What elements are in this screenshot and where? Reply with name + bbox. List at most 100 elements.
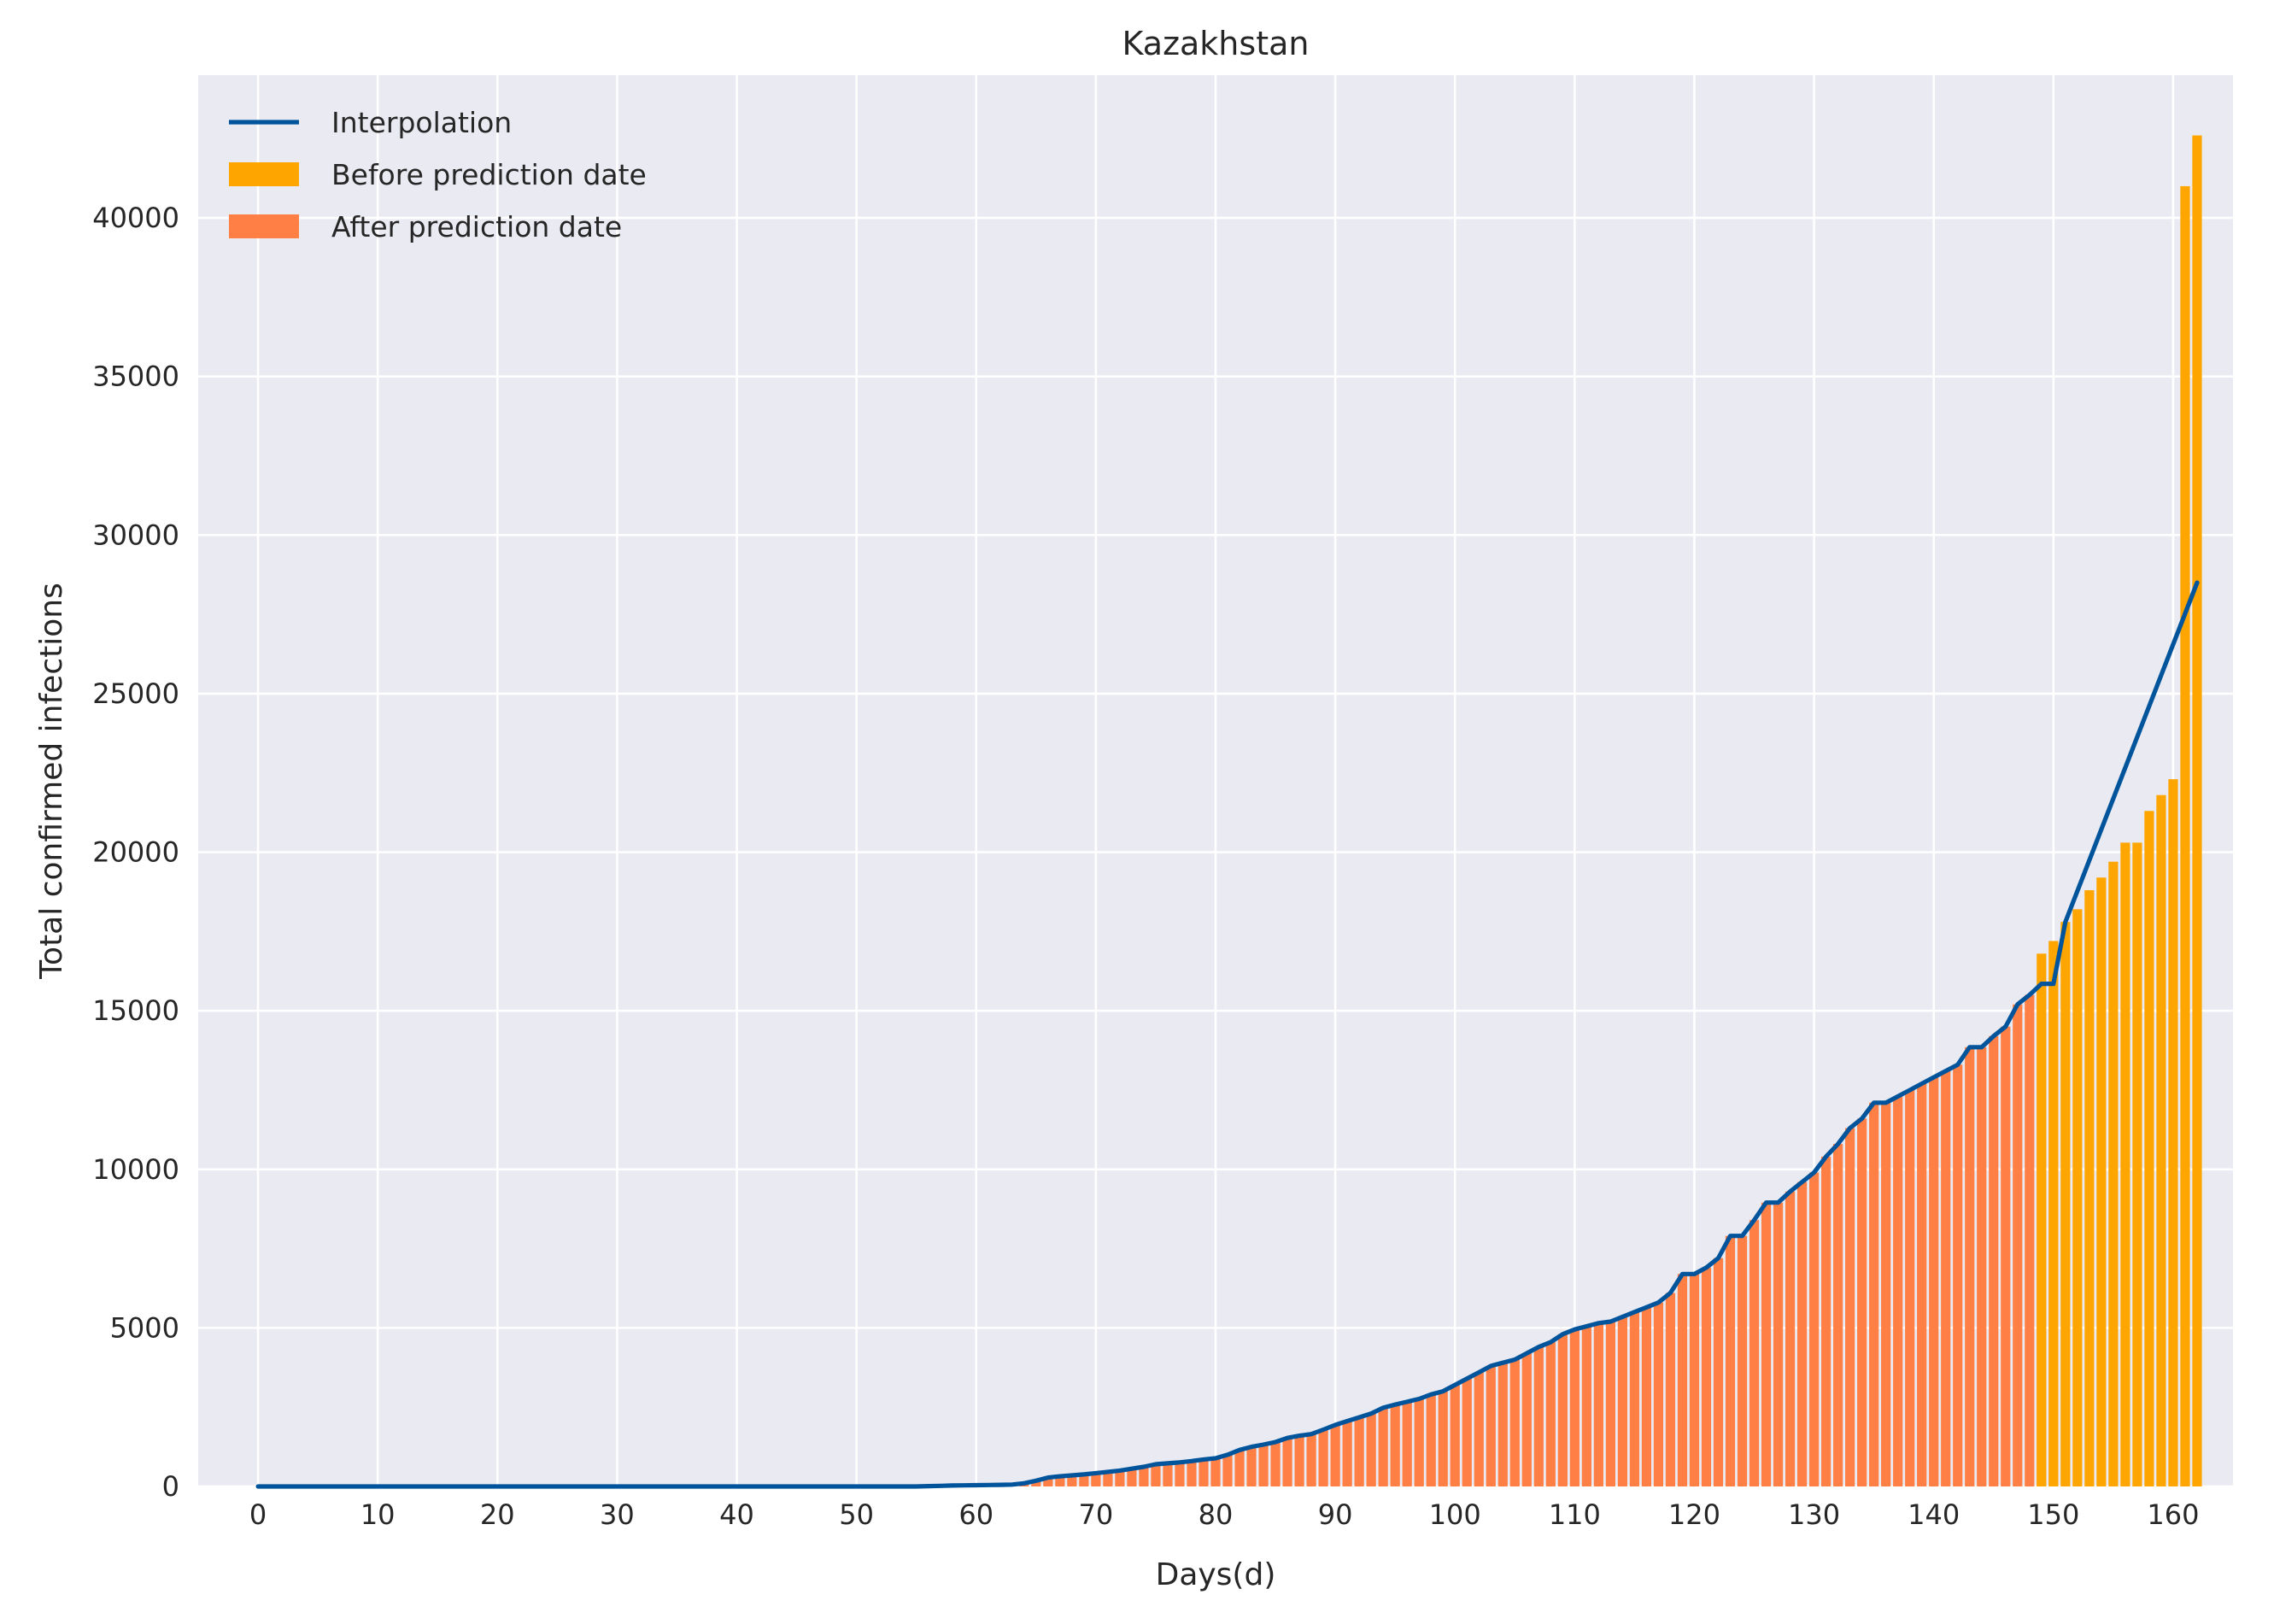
x-tick-label: 0 [249,1498,267,1531]
x-tick-label: 130 [1788,1498,1840,1531]
x-axis-label: Days(d) [1156,1557,1276,1592]
x-tick-label: 120 [1668,1498,1720,1531]
bar-before-prediction [2037,953,2046,1486]
bar-after-prediction [1175,1463,1184,1486]
bar-after-prediction [1294,1436,1304,1486]
y-tick-label: 10000 [92,1153,179,1186]
bar-after-prediction [1917,1084,1926,1486]
legend-label: Interpolation [331,106,512,139]
bar-after-prediction [1355,1417,1364,1486]
bar-after-prediction [1702,1268,1711,1486]
y-tick-label: 40000 [92,202,179,234]
bar-before-prediction [2048,941,2058,1486]
bar-after-prediction [1139,1467,1148,1486]
y-tick-label: 15000 [92,994,179,1027]
bar-before-prediction [2192,136,2201,1486]
bar-after-prediction [1845,1129,1855,1486]
bar-before-prediction [2144,811,2154,1486]
x-tick-label: 110 [1549,1498,1601,1531]
legend-patch-swatch [229,214,299,238]
bar-after-prediction [1367,1414,1376,1486]
bar-after-prediction [1941,1071,1950,1486]
bar-after-prediction [1606,1322,1615,1486]
bar-after-prediction [1905,1090,1914,1486]
bar-before-prediction [2156,795,2166,1486]
x-tick-label: 100 [1429,1498,1481,1531]
x-tick-label: 40 [719,1498,754,1531]
bar-after-prediction [1498,1363,1508,1486]
bar-after-prediction [1582,1327,1591,1486]
y-tick-label: 35000 [92,361,179,393]
bar-after-prediction [1690,1274,1699,1486]
bar-after-prediction [1379,1408,1388,1486]
bar-after-prediction [1558,1334,1568,1486]
bar-after-prediction [1534,1347,1544,1486]
bar-after-prediction [1989,1036,1998,1486]
bar-before-prediction [2120,842,2130,1486]
bar-after-prediction [1199,1459,1208,1486]
y-tick-label: 20000 [92,836,179,869]
bar-after-prediction [1451,1385,1460,1486]
bar-before-prediction [2108,862,2118,1486]
legend-patch-swatch [229,162,299,186]
bar-after-prediction [1929,1077,1938,1486]
y-tick-label: 30000 [92,519,179,551]
bar-after-prediction [1222,1455,1232,1486]
x-tick-label: 10 [360,1498,396,1531]
bar-after-prediction [1270,1442,1280,1486]
bar-before-prediction [2084,890,2094,1486]
x-tick-label: 60 [958,1498,993,1531]
x-tick-label: 150 [2027,1498,2079,1531]
chart-title: Kazakhstan [1122,25,1310,62]
bar-after-prediction [1857,1118,1867,1486]
bar-before-prediction [2180,186,2189,1486]
bar-after-prediction [1714,1258,1723,1486]
bar-after-prediction [1319,1430,1328,1486]
x-tick-label: 20 [480,1498,515,1531]
bar-after-prediction [1462,1379,1472,1486]
legend-label: After prediction date [331,210,622,243]
bar-after-prediction [1570,1329,1579,1486]
bar-after-prediction [1642,1307,1651,1486]
bar-after-prediction [1821,1157,1831,1486]
x-tick-label: 30 [600,1498,635,1531]
bar-after-prediction [1510,1360,1520,1486]
bar-after-prediction [1618,1316,1627,1486]
bar-after-prediction [1486,1366,1496,1486]
bar-after-prediction [1163,1463,1172,1486]
bar-after-prediction [1415,1399,1424,1486]
bar-after-prediction [1809,1172,1819,1486]
bar-before-prediction [2132,842,2142,1486]
bar-after-prediction [1474,1372,1484,1486]
bar-after-prediction [1965,1047,1974,1486]
bar-before-prediction [2060,922,2070,1486]
y-axis-label: Total confirmed infections [34,583,69,980]
bar-before-prediction [2072,909,2082,1486]
bar-after-prediction [1881,1103,1890,1486]
bar-after-prediction [1678,1274,1687,1486]
bar-before-prediction [2168,779,2177,1486]
bar-after-prediction [1331,1425,1340,1486]
bar-after-prediction [1210,1458,1220,1486]
bar-after-prediction [1773,1203,1783,1486]
bar-after-prediction [1654,1303,1663,1486]
bar-after-prediction [1151,1464,1160,1486]
bar-after-prediction [1953,1064,1962,1486]
bar-after-prediction [1522,1353,1532,1486]
x-tick-label: 140 [1908,1498,1960,1531]
bar-after-prediction [1282,1438,1292,1486]
bar-after-prediction [1893,1096,1902,1486]
bar-after-prediction [1427,1394,1436,1486]
x-tick-label: 80 [1199,1498,1234,1531]
bar-before-prediction [2096,877,2106,1486]
bar-after-prediction [1391,1404,1400,1486]
x-tick-label: 160 [2147,1498,2199,1531]
bar-after-prediction [1977,1047,1986,1486]
bar-after-prediction [1630,1312,1639,1486]
bar-after-prediction [2001,1027,2010,1486]
bar-after-prediction [1726,1236,1735,1486]
bar-after-prediction [1666,1293,1675,1486]
bar-after-prediction [1187,1461,1196,1486]
